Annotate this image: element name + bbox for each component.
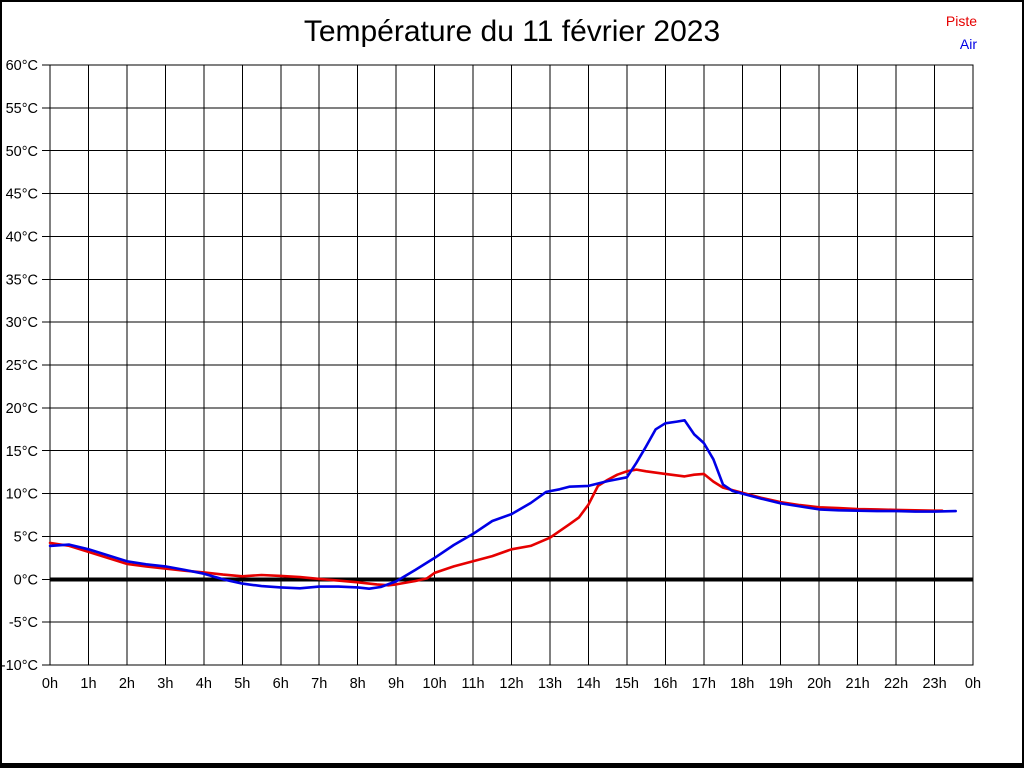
x-tick-label: 20h (807, 676, 831, 692)
x-tick-label: 15h (615, 676, 639, 692)
y-tick-label: 60°C (6, 58, 38, 74)
y-tick-label: 15°C (6, 444, 38, 460)
y-tick-label: 25°C (6, 358, 38, 374)
x-tick-label: 17h (692, 676, 716, 692)
x-tick-label: 22h (884, 676, 908, 692)
y-tick-label: 20°C (6, 401, 38, 417)
x-tick-label: 6h (273, 676, 289, 692)
plot-frame (49, 64, 974, 666)
y-tick-label: 10°C (6, 487, 38, 503)
y-tick-label: 5°C (14, 530, 38, 546)
x-tick-label: 7h (311, 676, 327, 692)
y-tick-label: 45°C (6, 187, 38, 203)
y-tick-label: 50°C (6, 144, 38, 160)
y-tick-label: -5°C (9, 615, 38, 631)
y-tick-label: 30°C (6, 315, 38, 331)
x-tick-label: 10h (422, 676, 446, 692)
x-tick-label: 19h (769, 676, 793, 692)
x-tick-label: 3h (157, 676, 173, 692)
x-tick-label: 2h (119, 676, 135, 692)
x-tick-label: 1h (80, 676, 96, 692)
x-tick-label: 5h (234, 676, 250, 692)
x-tick-label: 23h (922, 676, 946, 692)
chart-legend: Piste Air (946, 10, 977, 56)
legend-item-air: Air (959, 36, 977, 52)
x-tick-label: 11h (461, 676, 484, 692)
x-tick-label: 0h (965, 676, 981, 692)
x-tick-label: 13h (538, 676, 562, 692)
y-tick-label: 35°C (6, 272, 38, 288)
series-line-air (48, 418, 958, 591)
y-tick-label: 55°C (6, 101, 38, 117)
y-axis-ticks (42, 64, 50, 666)
x-tick-label: 14h (576, 676, 600, 692)
y-tick-label: 0°C (14, 572, 38, 588)
x-tick-label: 0h (42, 676, 58, 692)
grid-lines (49, 64, 974, 666)
y-tick-label: 40°C (6, 230, 38, 246)
x-tick-label: 4h (196, 676, 212, 692)
series-line-piste (48, 468, 944, 587)
legend-item-piste: Piste (945, 13, 977, 29)
chart-title: Température du 11 février 2023 (303, 15, 721, 48)
x-axis-labels: 0h 1h 2h 3h 4h 5h 6h 7h 8h 9h 10h 11h 12h 13h 14h 15h 16… (42, 676, 981, 692)
x-tick-label: 9h (388, 676, 404, 692)
x-tick-label: 12h (499, 676, 523, 692)
x-tick-label: 16h (653, 676, 677, 692)
y-tick-label: -10°C (1, 658, 38, 674)
x-tick-label: 21h (846, 676, 870, 692)
x-tick-label: 18h (730, 676, 754, 692)
y-axis-labels: 60°C 55°C 50°C 45°C 40°C 35°C 30°C 25°C 20°C 15°C… (1, 58, 38, 674)
x-tick-label: 8h (350, 676, 366, 692)
